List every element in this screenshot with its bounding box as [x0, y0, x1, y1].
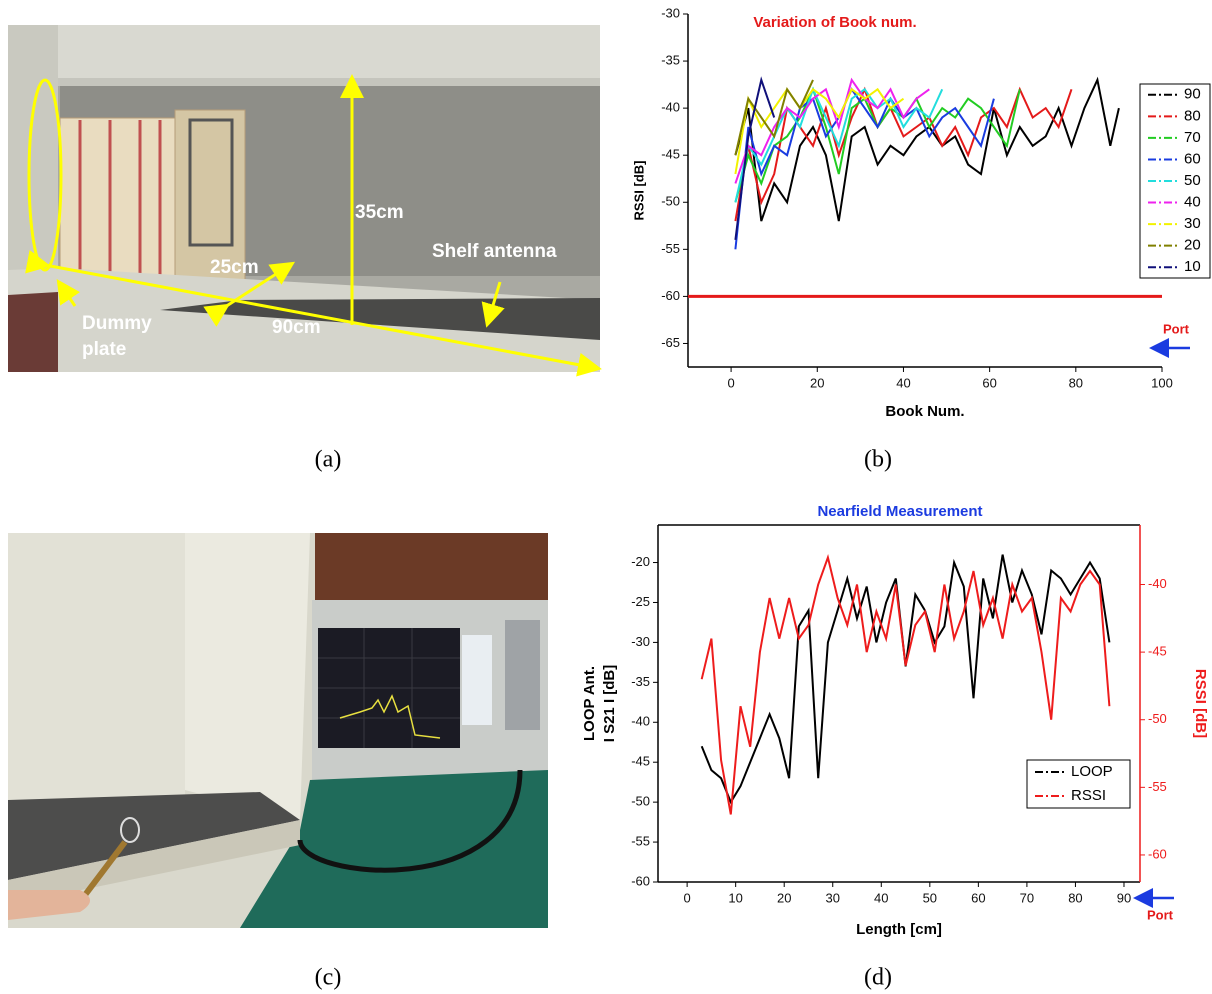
x-tick-label: 100 — [1151, 375, 1173, 390]
y2-axis-label: RSSI [dB] — [1192, 669, 1209, 738]
caption: (a) — [315, 447, 342, 473]
y-tick-label: -40 — [661, 100, 680, 115]
legend-label: RSSI — [1071, 787, 1106, 804]
y-tick-label: -45 — [631, 754, 650, 769]
x-tick-label: 20 — [810, 375, 824, 390]
y-tick-label: -60 — [661, 288, 680, 303]
data-line — [734, 86, 1021, 203]
x-tick-label: 80 — [1068, 890, 1082, 905]
legend-label: 50 — [1184, 172, 1201, 189]
x-axis-label: Length [cm] — [856, 921, 942, 938]
y2-tick-label: -45 — [1148, 644, 1167, 659]
chart: 0 10 20 30 40 50 60 70 80 90 -20 -25 -30 -35 -40 -45 -50… — [581, 503, 1209, 991]
caption: (b) — [864, 447, 892, 473]
x-tick-label: 30 — [826, 890, 840, 905]
data-line — [734, 86, 944, 203]
data-line — [734, 87, 995, 250]
x-tick-label: 0 — [727, 375, 734, 390]
y-tick-label: -20 — [631, 554, 650, 569]
y-tick-label: -60 — [631, 873, 650, 888]
y2-tick-label: -60 — [1148, 846, 1167, 861]
y2-tick-label: -40 — [1148, 576, 1167, 591]
caption: (d) — [864, 965, 892, 991]
chart-title: Variation of Book num. — [753, 14, 916, 31]
port-label: Port — [1163, 321, 1190, 336]
x-axis-label: Book Num. — [885, 403, 964, 420]
legend-label: 40 — [1184, 194, 1201, 211]
x-tick-label: 60 — [971, 890, 985, 905]
y-tick-label: -50 — [661, 194, 680, 209]
y-tick-label: -55 — [631, 834, 650, 849]
x-tick-label: 70 — [1020, 890, 1034, 905]
y-tick-label: -35 — [631, 674, 650, 689]
y-tick-label: -55 — [661, 241, 680, 256]
y-tick-label: -40 — [631, 714, 650, 729]
y-tick-label: -30 — [661, 5, 680, 20]
data-line — [700, 554, 1111, 815]
x-tick-label: 20 — [777, 890, 791, 905]
legend-box — [1026, 759, 1131, 809]
legend-label: 70 — [1184, 129, 1201, 146]
y-axis-label: RSSI [dB] — [631, 161, 646, 221]
port-label: Port — [1147, 907, 1174, 922]
data-line — [734, 79, 814, 156]
x-tick-label: 60 — [982, 375, 996, 390]
annotation: 35cm — [355, 202, 404, 223]
legend-label: 20 — [1184, 237, 1201, 254]
x-tick-label: 80 — [1069, 375, 1083, 390]
annotation: plate — [82, 339, 126, 360]
y2-tick-label: -55 — [1148, 779, 1167, 794]
x-tick-label: 0 — [684, 890, 691, 905]
annotation: Shelf antenna — [432, 241, 557, 262]
x-tick-label: 40 — [896, 375, 910, 390]
photo-c — [8, 533, 548, 928]
y-tick-label: -25 — [631, 594, 650, 609]
y-tick-label: -65 — [661, 335, 680, 350]
y-tick-label: -35 — [661, 53, 680, 68]
x-tick-label: 50 — [923, 890, 937, 905]
legend-label: 60 — [1184, 150, 1201, 167]
legend-label: 90 — [1184, 86, 1201, 103]
x-tick-label: 10 — [728, 890, 742, 905]
photo-a: 35cm 25cm 90cm Shelf antenna Dummy plate — [8, 25, 602, 377]
y-tick-label: -30 — [631, 634, 650, 649]
legend-label: 30 — [1184, 215, 1201, 232]
chart-title: Nearfield Measurement — [817, 503, 982, 520]
caption: (c) — [315, 965, 342, 991]
x-tick-label: 90 — [1117, 890, 1131, 905]
chart: 0 20 40 60 80 100 -30 -35 -40 -45 -50 -55 -60 -65 90 80… — [631, 5, 1211, 473]
data-line — [734, 87, 905, 175]
legend-label: 10 — [1184, 258, 1201, 275]
data-line — [734, 76, 776, 241]
y-tick-label: -45 — [661, 147, 680, 162]
annotation: 90cm — [272, 317, 321, 338]
x-tick-label: 40 — [874, 890, 888, 905]
annotation: Dummy — [82, 313, 152, 334]
annotation: 25cm — [210, 257, 259, 278]
y-tick-label: -50 — [631, 794, 650, 809]
data-line — [700, 554, 1111, 805]
y-axis-label: I S21 I [dB] — [601, 665, 618, 743]
y-axis-label: LOOP Ant. — [581, 666, 598, 741]
data-line — [734, 76, 1120, 222]
legend-label: LOOP — [1071, 763, 1113, 780]
y2-tick-label: -50 — [1148, 711, 1167, 726]
legend-label: 80 — [1184, 107, 1201, 124]
